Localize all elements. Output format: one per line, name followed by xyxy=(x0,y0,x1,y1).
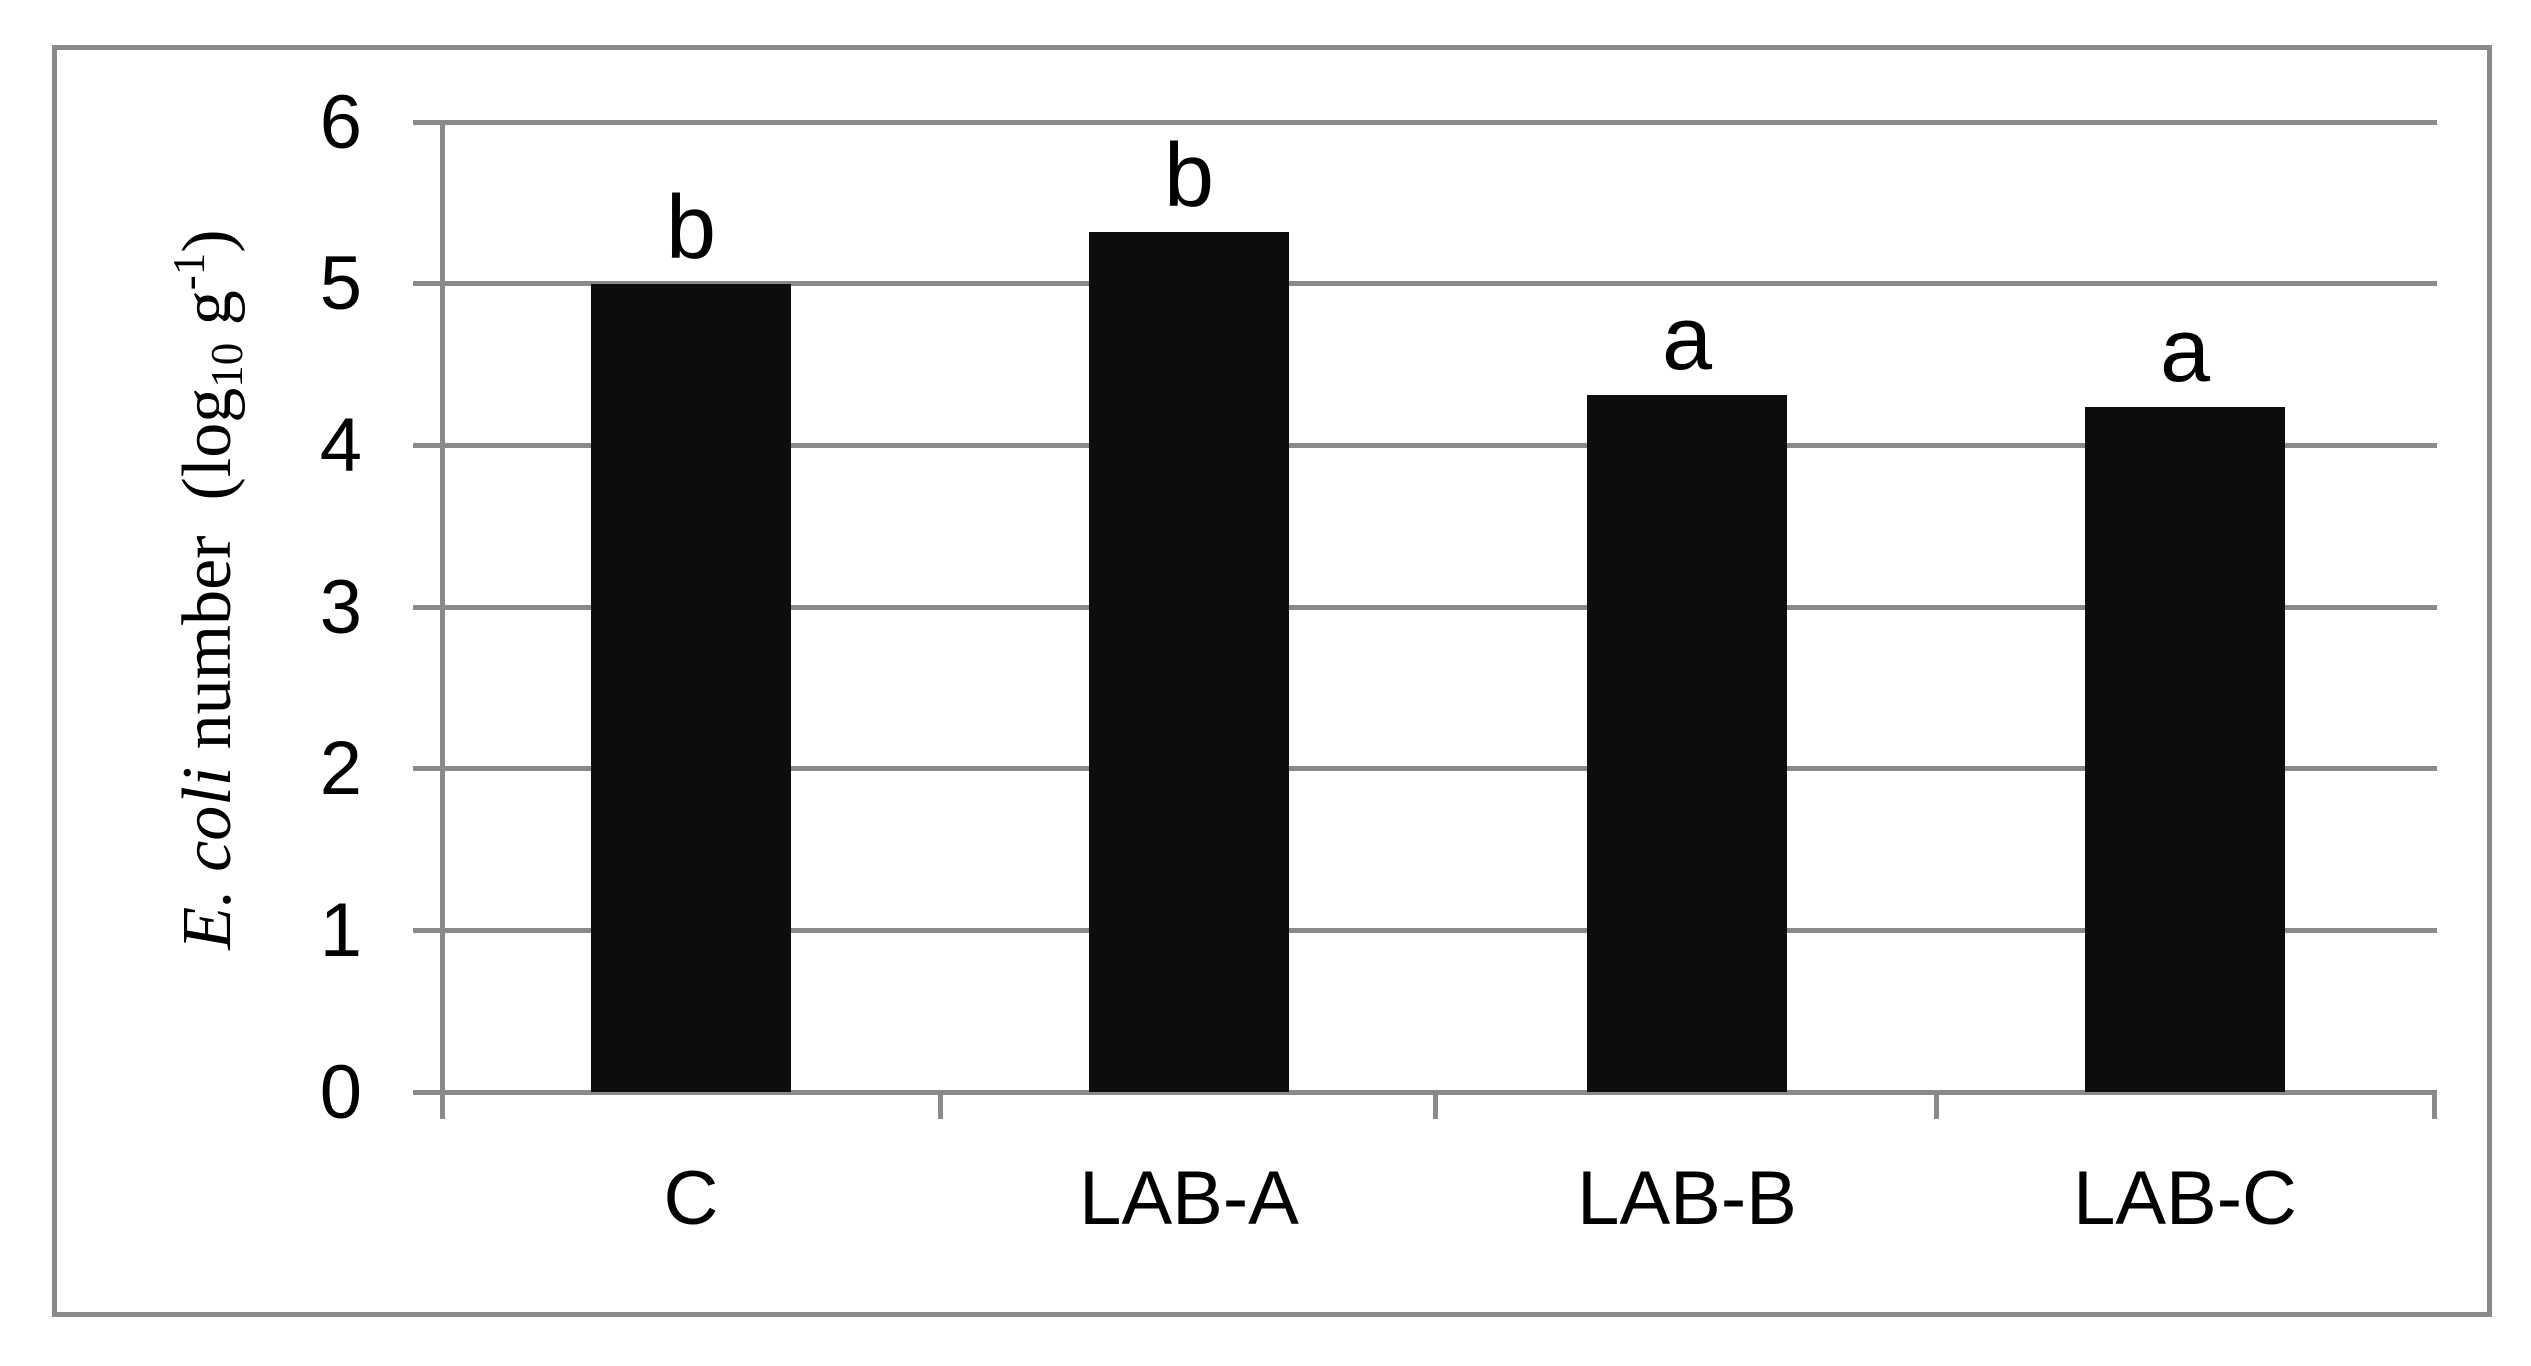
x-axis-label-C: C xyxy=(663,1156,719,1241)
y-tick-label-0: 0 xyxy=(319,1050,362,1135)
significance-letter: b xyxy=(665,177,717,278)
gridline-5 xyxy=(413,281,2437,286)
bar-LAB-C xyxy=(2085,406,2285,1092)
y-tick-label-2: 2 xyxy=(319,726,362,811)
gridline-4 xyxy=(413,443,2437,448)
significance-letter: b xyxy=(1163,125,1215,226)
y-axis-title-subscript: 10 xyxy=(202,342,252,388)
bar-LAB-B xyxy=(1587,395,1787,1092)
significance-letter: a xyxy=(1661,289,1713,390)
gridline-6 xyxy=(413,120,2437,125)
x-axis-tick xyxy=(2432,1092,2437,1119)
x-axis-label-LAB-C: LAB-C xyxy=(2073,1156,2297,1241)
y-tick-label-4: 4 xyxy=(319,403,362,488)
bar-C xyxy=(591,283,791,1092)
x-axis-tick xyxy=(1934,1092,1939,1119)
significance-letter: a xyxy=(2159,300,2211,401)
gridline-2 xyxy=(413,766,2437,771)
y-tick-label-3: 3 xyxy=(319,565,362,650)
x-axis-tick xyxy=(938,1092,943,1119)
y-tick-label-6: 6 xyxy=(319,80,362,165)
bar-LAB-A xyxy=(1089,231,1289,1092)
x-axis-label-LAB-B: LAB-B xyxy=(1577,1156,1797,1241)
x-axis-label-LAB-A: LAB-A xyxy=(1079,1156,1299,1241)
y-tick-label-1: 1 xyxy=(319,888,362,973)
x-axis-tick xyxy=(1433,1092,1438,1119)
y-tick-label-5: 5 xyxy=(319,241,362,326)
x-axis-baseline xyxy=(413,1090,2437,1095)
gridline-3 xyxy=(413,605,2437,610)
y-axis-line xyxy=(440,120,445,1119)
gridline-1 xyxy=(413,928,2437,933)
